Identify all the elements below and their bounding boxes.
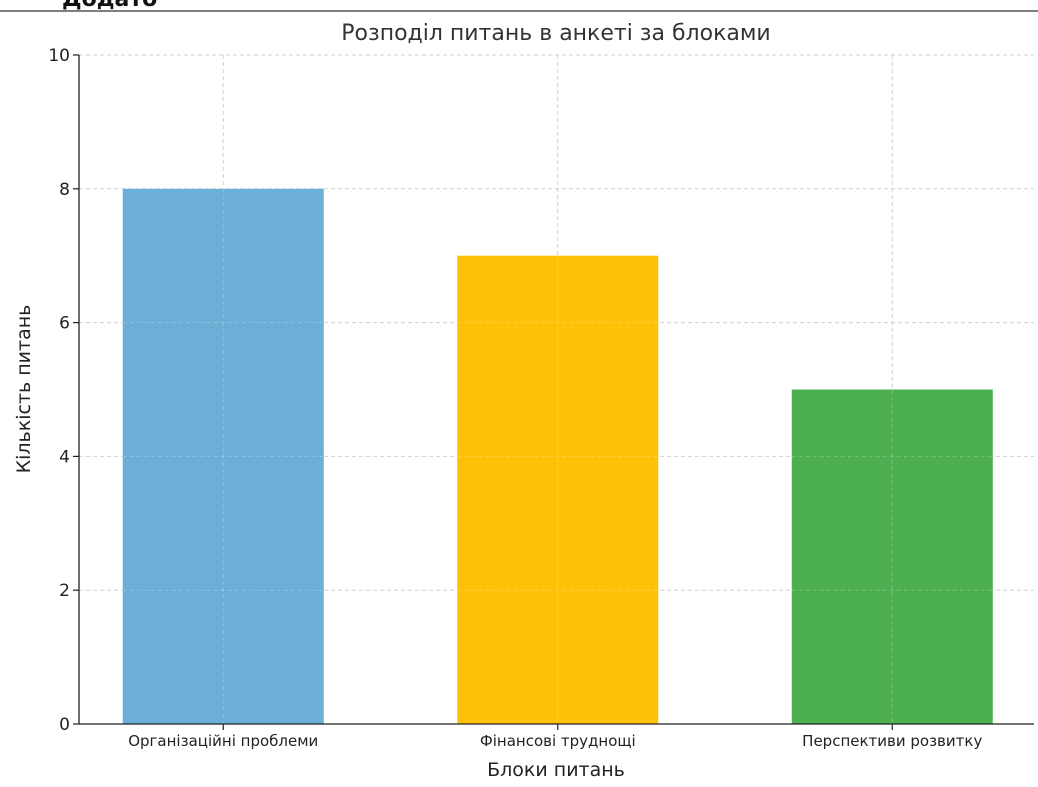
bars [122, 188, 993, 725]
x-tick-label: Перспективи розвитку [802, 732, 982, 750]
bar [457, 255, 659, 724]
x-axis-label: Блоки питань [487, 759, 625, 781]
chart-title: Розподіл питань в анкеті за блоками [341, 21, 770, 46]
bar [791, 389, 993, 724]
x-tick-label: Фінансові труднощі [480, 732, 636, 750]
y-tick-label: 2 [59, 581, 70, 601]
y-ticks: 0 2 4 6 8 10 [48, 46, 79, 735]
page-header-cut-text: Додато [62, 0, 157, 12]
axes [78, 55, 1034, 725]
y-tick-label: 6 [59, 314, 70, 334]
y-tick-label: 0 [59, 715, 70, 735]
y-tick-label: 4 [59, 447, 70, 467]
y-tick-label: 8 [59, 180, 70, 200]
bar [122, 188, 324, 725]
y-axis-label: Кількість питань [13, 305, 35, 474]
x-tick-label: Організаційні проблеми [128, 732, 318, 750]
y-tick-label: 10 [48, 46, 70, 66]
x-ticks: Організаційні проблеми Фінансові труднощі… [128, 724, 982, 750]
